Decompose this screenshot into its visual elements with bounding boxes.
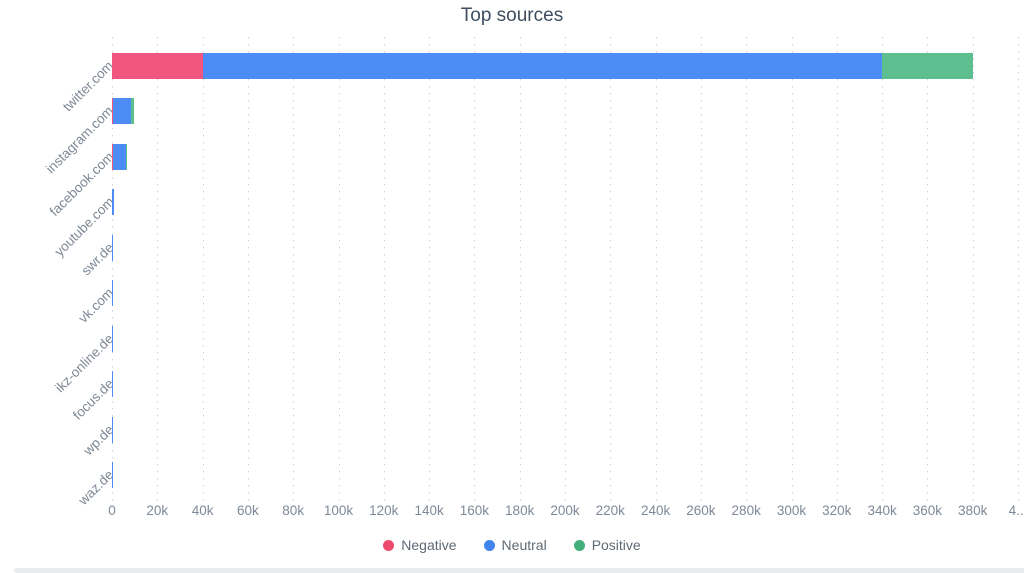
bar-row [112,189,115,216]
chart-legend: Negative Neutral Positive [0,537,1024,553]
legend-dot-negative-icon [383,539,395,551]
legend-item-neutral[interactable]: Neutral [483,537,547,553]
bar-segment-youtube.com-neutral[interactable] [112,189,115,216]
bar-row [112,280,113,307]
gridline [746,37,748,501]
bar-segment-vk.com-neutral[interactable] [112,280,113,307]
gridline [700,37,702,501]
legend-label: Neutral [501,537,547,553]
bar-row [112,234,113,261]
x-axis-tick-label: 160k [459,503,490,518]
bar-segment-facebook.com-positive[interactable] [126,143,127,170]
gridline [655,37,657,501]
y-axis-category-label: swr.de [78,239,117,279]
x-axis-tick-label: 220k [595,503,625,518]
gridline [565,37,566,501]
bottom-divider [14,568,1024,573]
bar-segment-instagram.com-positive[interactable] [131,98,134,125]
gridline [202,37,204,501]
bar-segment-facebook.com-neutral[interactable] [112,143,127,170]
x-axis-tick-label: 280k [731,503,761,518]
legend-dot-neutral-icon [483,539,495,551]
legend-label: Negative [401,537,457,553]
gridline [383,37,385,501]
x-axis-tick-label: 40k [191,503,214,518]
bar-segment-twitter.com-neutral[interactable] [202,52,883,79]
x-axis-tick-label: 260k [686,503,716,518]
gridline [1018,37,1019,501]
x-axis-tick-label: 380k [958,503,988,518]
x-axis-tick-label: 0 [108,503,116,518]
x-axis-tick-label: 4... [1008,503,1024,518]
legend-dot-positive-icon [573,539,585,551]
gridline [157,37,159,501]
bar-segment-twitter.com-negative[interactable] [112,52,203,79]
gridline [429,37,431,501]
x-axis-tick-label: 60k [237,503,259,518]
bar-segment-facebook.com-negative[interactable] [112,143,113,170]
gridline [791,37,793,501]
bar-segment-instagram.com-negative[interactable] [112,98,113,125]
x-axis-tick-label: 140k [414,503,444,518]
bar-segment-swr.de-neutral[interactable] [112,234,113,261]
chart-title: Top sources [460,5,564,26]
x-axis-tick-label: 100k [323,503,354,518]
x-axis-tick-label: 320k [822,503,852,518]
gridline [474,37,476,501]
x-axis-tick-label: 360k [912,503,943,518]
x-axis-tick-label: 120k [369,503,399,518]
bar-row [112,98,134,125]
gridline [836,37,838,501]
gridline [247,37,249,501]
legend-item-negative[interactable]: Negative [383,537,457,553]
bar-segment-twitter.com-positive[interactable] [882,52,973,79]
gridline [882,37,884,501]
gridline [972,37,974,501]
bar-row [112,52,973,79]
x-axis-tick-label: 200k [550,503,580,518]
legend-label: Positive [591,537,641,553]
gridline [338,37,340,501]
bar-row [112,143,127,170]
x-axis-tick-label: 300k [776,503,807,518]
gridline [112,37,113,501]
gridline [927,37,929,501]
gridline [610,37,612,501]
x-axis-tick-label: 80k [282,503,305,518]
legend-item-positive[interactable]: Positive [573,537,641,553]
gridline [519,37,521,501]
y-axis-category-label: focus.de [69,376,117,423]
y-axis-category-label: vk.com [75,285,117,327]
bar-segment-instagram.com-neutral[interactable] [112,98,132,125]
x-axis-tick-label: 240k [640,503,671,518]
x-axis-tick-label: 20k [146,503,169,518]
x-axis-tick-label: 340k [867,503,897,518]
x-axis-tick-label: 180k [505,503,535,518]
gridline [293,37,295,501]
